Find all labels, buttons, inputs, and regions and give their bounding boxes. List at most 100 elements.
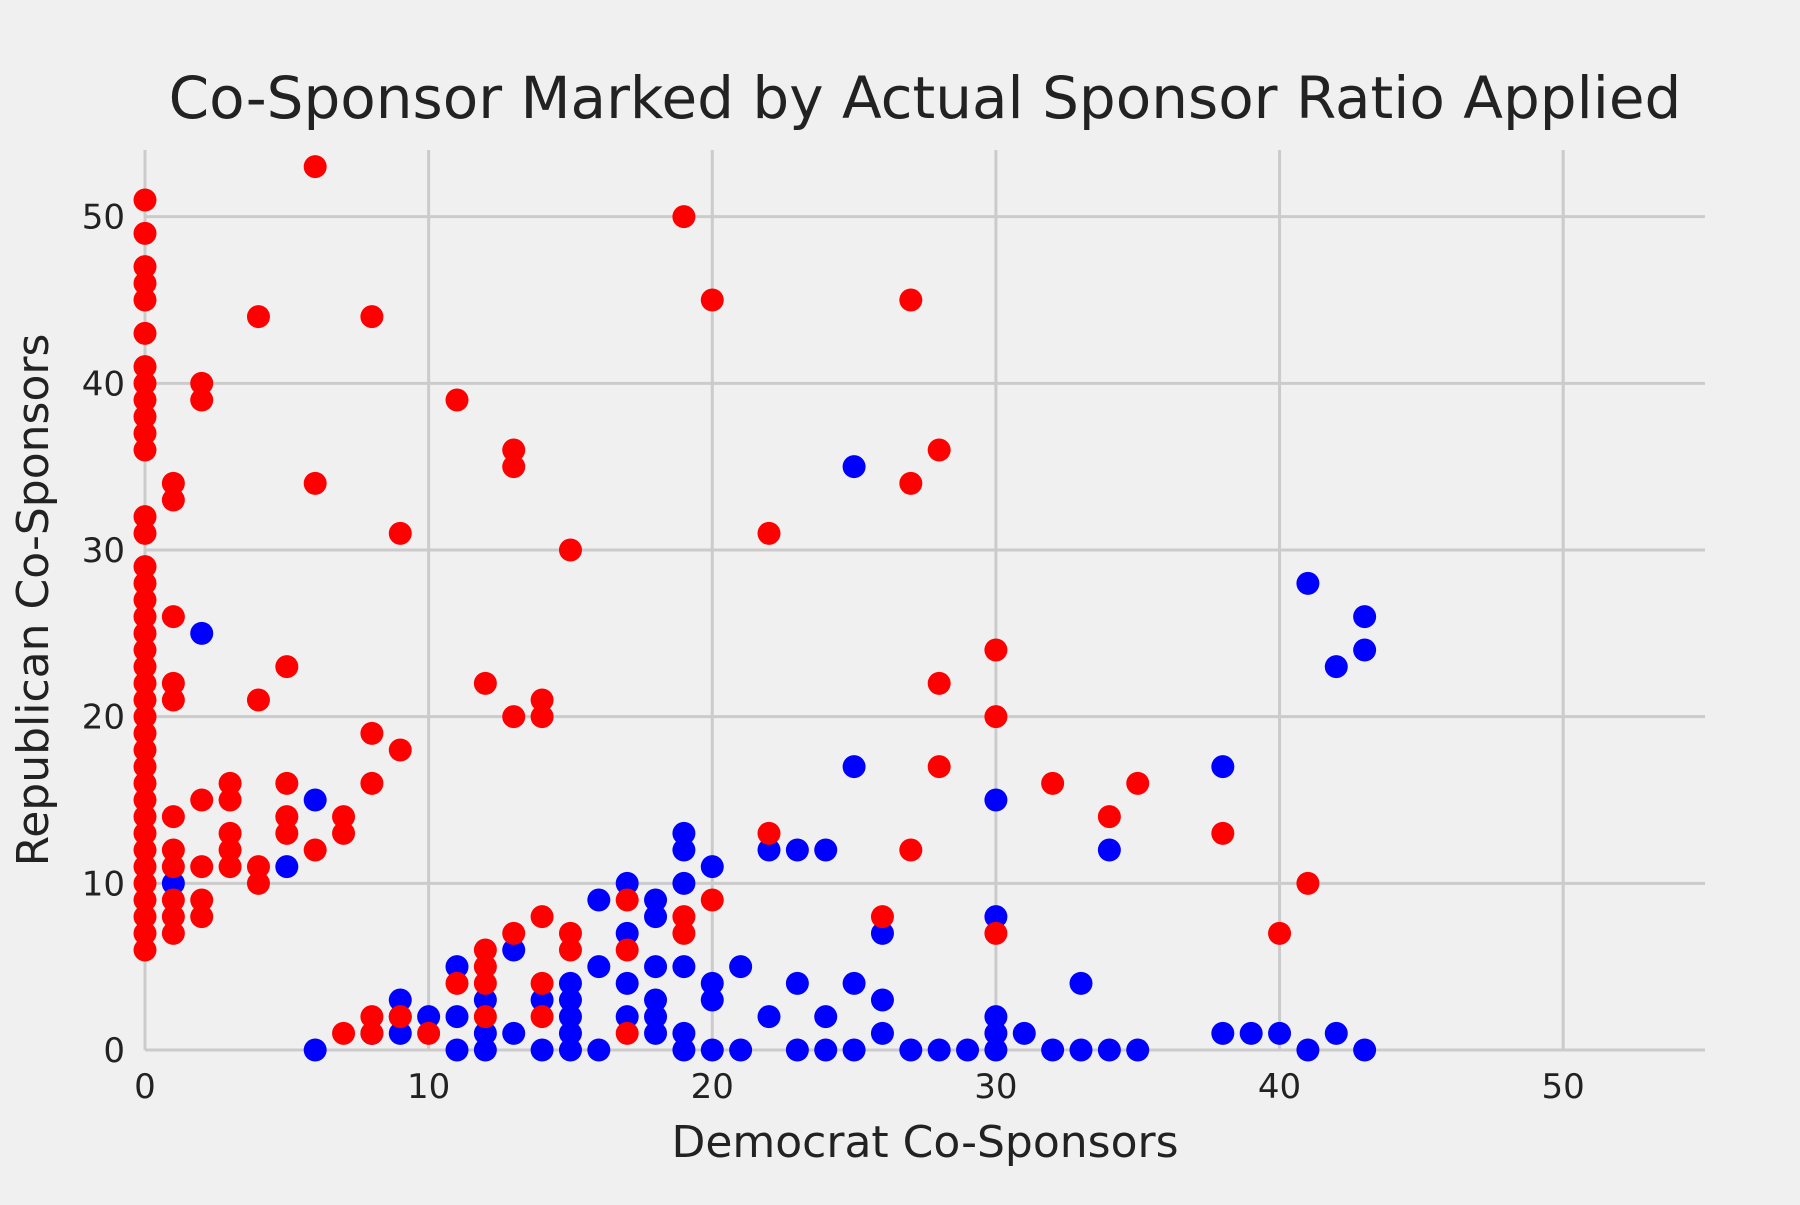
scatter-point [1296, 571, 1320, 595]
scatter-point [1069, 1038, 1093, 1062]
scatter-point [133, 571, 157, 595]
x-axis-label: Democrat Co-Sponsors [671, 1117, 1178, 1168]
scatter-point [672, 1038, 696, 1062]
scatter-point [473, 1038, 497, 1062]
scatter-point [133, 771, 157, 795]
scatter-point [502, 705, 526, 729]
scatter-point [899, 838, 923, 862]
scatter-point [984, 705, 1008, 729]
scatter-point [1211, 1021, 1235, 1045]
scatter-point [899, 471, 923, 495]
scatter-point [190, 855, 214, 879]
scatter-point [785, 971, 809, 995]
scatter-point [445, 1038, 469, 1062]
scatter-point [133, 655, 157, 679]
scatter-point [303, 788, 327, 812]
scatter-point [502, 455, 526, 479]
scatter-point [615, 921, 639, 945]
scatter-point [133, 821, 157, 845]
scatter-point [558, 1021, 582, 1045]
scatter-point [814, 1005, 838, 1029]
scatter-point [360, 305, 384, 329]
scatter-point [360, 721, 384, 745]
grid [143, 150, 1705, 1052]
scatter-point [133, 638, 157, 662]
scatter-point [870, 921, 894, 945]
scatter-point [133, 921, 157, 945]
x-tick-label: 30 [974, 1067, 1017, 1107]
scatter-point [558, 538, 582, 562]
scatter-point [275, 655, 299, 679]
scatter-point [1211, 755, 1235, 779]
scatter-point [644, 905, 668, 929]
scatter-point [644, 1005, 668, 1029]
scatter-point [1296, 871, 1320, 895]
scatter-point [445, 971, 469, 995]
scatter-point [672, 205, 696, 229]
scatter-point [984, 638, 1008, 662]
scatter-point [672, 871, 696, 895]
scatter-point [133, 855, 157, 879]
scatter-point [757, 521, 781, 545]
scatter-point [927, 1038, 951, 1062]
scatter-point [190, 905, 214, 929]
scatter-point [133, 505, 157, 529]
scatter-point [644, 1021, 668, 1045]
scatter-point [644, 988, 668, 1012]
scatter-point [445, 955, 469, 979]
scatter-point [473, 1021, 497, 1045]
scatter-point [360, 1021, 384, 1045]
scatter-point [473, 1005, 497, 1029]
scatter-point [672, 838, 696, 862]
scatter-point [275, 855, 299, 879]
scatter-point [672, 821, 696, 845]
scatter-point [246, 871, 270, 895]
scatter-point [587, 1038, 611, 1062]
scatter-point [388, 1021, 412, 1045]
scatter-point [133, 321, 157, 345]
scatter-point [672, 921, 696, 945]
scatter-point [587, 888, 611, 912]
x-tick-label: 20 [691, 1067, 734, 1107]
scatter-point [275, 805, 299, 829]
scatter-point [246, 305, 270, 329]
scatter-point [303, 155, 327, 179]
scatter-point [1296, 1038, 1320, 1062]
scatter-point [332, 1021, 356, 1045]
scatter-point [190, 621, 214, 645]
scatter-point [502, 921, 526, 945]
scatter-point [303, 838, 327, 862]
data-points [133, 155, 1377, 1062]
scatter-point [1353, 605, 1377, 629]
scatter-point [445, 1005, 469, 1029]
scatter-point [1353, 1038, 1377, 1062]
scatter-point [842, 971, 866, 995]
scatter-point [133, 871, 157, 895]
scatter-point [417, 1005, 441, 1029]
scatter-point [1268, 1021, 1292, 1045]
scatter-point [700, 288, 724, 312]
scatter-point [1097, 1038, 1121, 1062]
scatter-point [615, 871, 639, 895]
scatter-point [133, 605, 157, 629]
scatter-point [218, 821, 242, 845]
scatter-point [700, 971, 724, 995]
scatter-point [133, 405, 157, 429]
scatter-point [133, 938, 157, 962]
scatter-point [956, 1038, 980, 1062]
scatter-point [899, 1038, 923, 1062]
scatter-point [1324, 655, 1348, 679]
scatter-point [785, 838, 809, 862]
scatter-point [842, 455, 866, 479]
x-tick-label: 50 [1542, 1067, 1585, 1107]
scatter-point [814, 1038, 838, 1062]
scatter-point [927, 755, 951, 779]
scatter-point [984, 921, 1008, 945]
scatter-point [332, 805, 356, 829]
scatter-point [1268, 921, 1292, 945]
x-tick-label: 10 [407, 1067, 450, 1107]
scatter-point [133, 888, 157, 912]
scatter-point [161, 688, 185, 712]
scatter-point [700, 1038, 724, 1062]
scatter-point [473, 938, 497, 962]
